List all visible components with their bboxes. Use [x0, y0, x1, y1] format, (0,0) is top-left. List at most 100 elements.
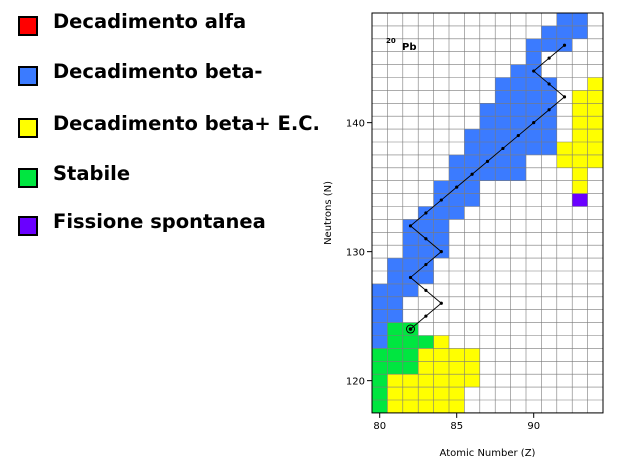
legend-label-fission: Fissione spontanea [53, 210, 266, 233]
decay-chain-point [485, 159, 490, 163]
nuclide-cell [526, 38, 542, 52]
nuclide-cell [526, 51, 542, 65]
nuclide-cell [526, 142, 542, 155]
stable-endpoint-dot [408, 327, 413, 331]
nuclide-cell [572, 25, 588, 39]
annotation-mass-number: 20 [386, 37, 396, 45]
decay-chain-point [562, 43, 567, 47]
nuclide-cell [510, 90, 526, 104]
nuclide-cell [495, 154, 511, 168]
nuclide-cell [495, 167, 511, 181]
legend-label-alpha: Decadimento alfa [53, 10, 247, 33]
nuclide-cell [449, 400, 465, 413]
decay-chain-point [516, 133, 520, 138]
nuclide-cell [387, 322, 403, 336]
decay-chain-point [547, 108, 551, 112]
nuclide-cell [402, 361, 419, 375]
nuclide-cell [510, 77, 526, 91]
nuclide-cell [387, 309, 403, 323]
nuclide-cell [402, 258, 419, 271]
nuclide-cell [372, 348, 388, 362]
nuclide-cell [372, 387, 388, 400]
nuclide-cell [556, 25, 573, 39]
nuclide-cell [372, 361, 388, 375]
nuclide-cell [433, 374, 449, 388]
decay-chain-point [547, 82, 551, 86]
nuclide-cell [433, 348, 449, 362]
nuclide-cell [572, 180, 588, 194]
nuclide-cell [541, 25, 557, 39]
decay-chain-point [424, 237, 428, 241]
x-tick-label: 85 [450, 421, 463, 432]
nuclide-cell [402, 232, 419, 246]
legend-swatch-beta-plus [18, 118, 38, 138]
legend-swatch-stable [18, 168, 38, 188]
decay-chain-point [439, 198, 443, 202]
nuclide-cell [449, 167, 465, 181]
nuclide-cell [402, 387, 419, 400]
nuclide-cell [449, 206, 465, 220]
nuclide-cell [587, 154, 603, 168]
nuclide-cell [464, 129, 480, 142]
legend: Decadimento alfa Decadimento beta- Decad… [0, 0, 330, 260]
nuclide-cell [387, 348, 403, 362]
nuclide-cell [510, 64, 526, 78]
nuclide-cell [433, 361, 449, 375]
decay-chain-point [470, 172, 474, 176]
decay-chain-point [424, 314, 428, 318]
decay-chain-point [408, 224, 413, 228]
nuclide-cell [541, 116, 557, 130]
nuclide-cell [587, 116, 603, 130]
nuclide-cell [449, 348, 465, 362]
nuclide-cell [495, 129, 511, 142]
decay-chain-point [532, 121, 536, 125]
nuclide-cell [418, 374, 434, 388]
nuclide-cell [418, 387, 434, 400]
y-tick-label: 120 [346, 377, 365, 388]
decay-chain-point [424, 288, 428, 292]
nuclide-cell [433, 180, 449, 194]
legend-swatch-fission [18, 216, 38, 236]
nuclide-cell [402, 348, 419, 362]
nuclide-cell [418, 400, 434, 413]
nuclide-cell [587, 129, 603, 142]
nuclide-cell [587, 142, 603, 155]
nuclide-cell [526, 103, 542, 117]
nuclide-cell [418, 245, 434, 259]
nuclide-cell [526, 77, 542, 91]
decay-chain [406, 43, 567, 334]
nuclide-cell [495, 116, 511, 130]
nuclide-cell [464, 180, 480, 194]
y-axis-label: Neutrons (N) [323, 181, 334, 245]
nuclide-cell [464, 193, 480, 207]
nuclide-cell [510, 142, 526, 155]
nuclide-cell [402, 400, 419, 413]
nuclide-cell [418, 271, 434, 284]
nuclide-cell [510, 154, 526, 168]
nuclide-cell [495, 103, 511, 117]
legend-swatch-beta-minus [18, 66, 38, 86]
legend-label-stable: Stabile [53, 162, 131, 185]
nuclide-cell [372, 322, 388, 336]
annotation-element-symbol: Pb [402, 42, 417, 53]
nuclide-cell [464, 361, 480, 375]
decay-chain-point [424, 211, 428, 215]
nuclide-cell [387, 387, 403, 400]
nuclide-cell [510, 116, 526, 130]
nuclide-cell [541, 38, 557, 52]
nuclide-cell [526, 129, 542, 142]
decay-chain-point [562, 95, 567, 99]
nuclide-cell [449, 193, 465, 207]
nuclide-cell [479, 142, 496, 155]
nuclide-cell [541, 142, 557, 155]
nuclide-cell [449, 374, 465, 388]
nuclide-cell [433, 335, 449, 349]
nuclide-cell [449, 361, 465, 375]
nuclide-cell [479, 103, 496, 117]
nuclide-cell [464, 374, 480, 388]
nuclide-cell [587, 90, 603, 104]
decay-chain-point [532, 69, 536, 73]
nuclide-cell [433, 232, 449, 246]
nuclide-cell [372, 296, 388, 310]
